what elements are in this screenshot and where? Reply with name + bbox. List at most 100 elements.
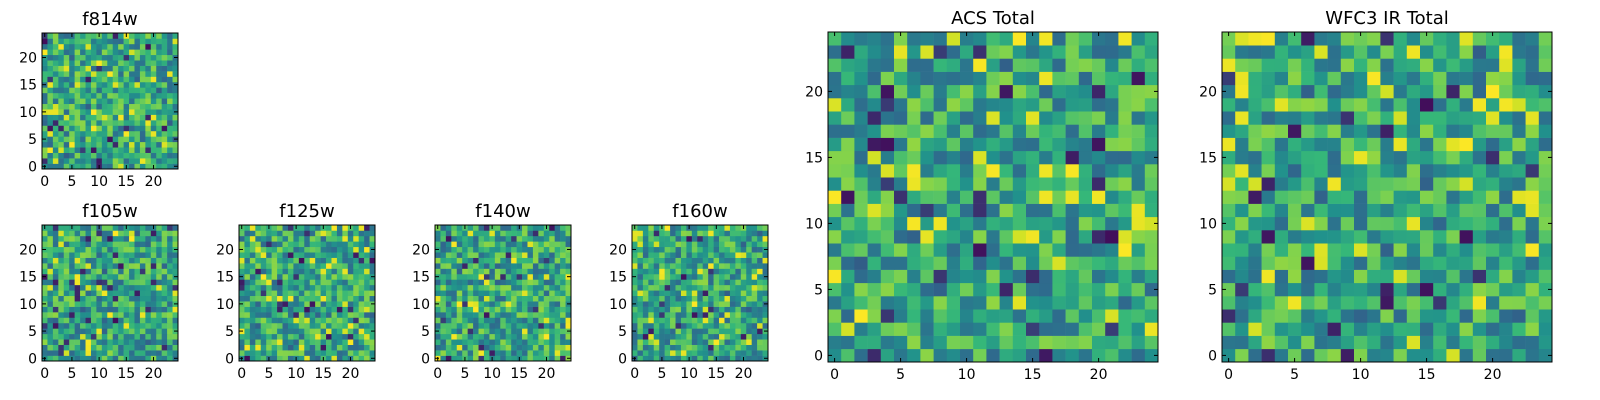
heatmap-cell (999, 348, 1014, 363)
heatmap-cell (1301, 45, 1315, 59)
heatmap-cell (358, 235, 365, 242)
heatmap-cell (139, 87, 146, 94)
heatmap-cell (74, 284, 81, 291)
heatmap-cell (63, 120, 70, 126)
heatmap-cell (69, 279, 75, 286)
x-tick-label: 0 (830, 367, 839, 383)
heatmap-cell (85, 350, 92, 356)
heatmap-cell (653, 339, 660, 345)
heatmap-cell (1327, 190, 1342, 204)
heatmap-cell (101, 273, 108, 280)
heatmap-cell (282, 252, 289, 258)
heatmap-cell (511, 350, 517, 356)
heatmap-cell (653, 350, 660, 356)
heatmap-cell (828, 58, 842, 72)
heatmap-cell (1525, 256, 1540, 270)
heatmap-cell (648, 273, 655, 280)
heatmap-cell (735, 333, 742, 340)
heatmap-cell (167, 235, 173, 242)
heatmap-cell (1248, 322, 1262, 336)
heatmap-cell (543, 344, 550, 351)
heatmap-cell (511, 284, 517, 291)
heatmap-cell (708, 301, 714, 307)
heatmap-cell (58, 87, 65, 94)
heatmap-cell (266, 246, 272, 253)
heatmap-cell (282, 263, 289, 269)
heatmap-cell (107, 279, 114, 286)
heatmap-cell (101, 328, 108, 335)
heatmap-cell (145, 344, 152, 351)
heatmap-cell (74, 246, 81, 253)
heatmap-cell (659, 317, 665, 324)
heatmap-cell (309, 306, 316, 313)
heatmap-cell (331, 241, 338, 248)
heatmap-cell (1105, 230, 1119, 244)
heatmap-cell (867, 32, 882, 46)
heatmap-cell (724, 355, 731, 362)
heatmap-cell (960, 84, 974, 99)
heatmap-cell (96, 230, 103, 237)
heatmap-cell (1301, 164, 1315, 178)
heatmap-cell (999, 45, 1014, 59)
heatmap-cell (255, 273, 262, 280)
heatmap-cell (47, 355, 54, 362)
heatmap-cell (1327, 98, 1342, 112)
heatmap-cell (112, 252, 119, 258)
heatmap-cell (1012, 243, 1027, 257)
heatmap-cell (118, 54, 124, 61)
heatmap-cell (960, 216, 974, 231)
heatmap-cell (713, 284, 720, 291)
heatmap-cell (697, 317, 704, 324)
heatmap-cell (123, 158, 130, 164)
heatmap-cell (451, 322, 458, 329)
heatmap-cell (167, 65, 173, 72)
heatmap-cell (1354, 322, 1368, 336)
heatmap-cell (167, 43, 173, 50)
heatmap-cell (96, 344, 103, 351)
heatmap-cell (107, 235, 114, 242)
heatmap-cell (134, 350, 141, 356)
heatmap-cell (719, 350, 725, 356)
heatmap-cell (960, 45, 974, 59)
heatmap-cell (1288, 177, 1302, 191)
heatmap-cell (1261, 177, 1276, 191)
heatmap-cell (145, 317, 152, 324)
heatmap-cell (632, 268, 638, 275)
heatmap-cell (841, 309, 855, 323)
heatmap-cell (69, 130, 75, 137)
heatmap-cell (505, 317, 512, 324)
heatmap-cell (697, 246, 704, 253)
heatmap-cell (708, 257, 714, 264)
heatmap-cell (156, 114, 162, 121)
heatmap-cell (309, 235, 316, 242)
heatmap-cell (90, 322, 97, 329)
heatmap-cell (112, 120, 119, 126)
heatmap-cell (80, 241, 86, 248)
heatmap-cell (249, 241, 256, 248)
heatmap-cell (1065, 282, 1080, 297)
heatmap-cell (69, 92, 75, 99)
heatmap-cell (101, 252, 108, 258)
heatmap-cell (653, 355, 660, 362)
heatmap-cell (118, 306, 124, 313)
heatmap-cell (150, 257, 157, 264)
heatmap-cell (1512, 137, 1526, 152)
heatmap-cell (854, 164, 868, 178)
heatmap-cell (315, 246, 321, 253)
heatmap-cell (1261, 71, 1276, 86)
heatmap-cell (500, 273, 507, 280)
heatmap-cell (90, 103, 97, 110)
heatmap-cell (538, 350, 545, 356)
heatmap-cell (1131, 269, 1146, 284)
heatmap-cell (532, 306, 539, 313)
heatmap-cell (1026, 256, 1040, 270)
heatmap-cell (47, 312, 54, 318)
heatmap-cell (1472, 309, 1487, 323)
heatmap-cell (451, 350, 458, 356)
heatmap-cell (478, 246, 485, 253)
heatmap-cell (729, 252, 736, 258)
heatmap-cell (1420, 243, 1434, 257)
heatmap-cell (118, 158, 124, 164)
heatmap-cell (933, 256, 948, 270)
heatmap-cell (538, 333, 545, 340)
